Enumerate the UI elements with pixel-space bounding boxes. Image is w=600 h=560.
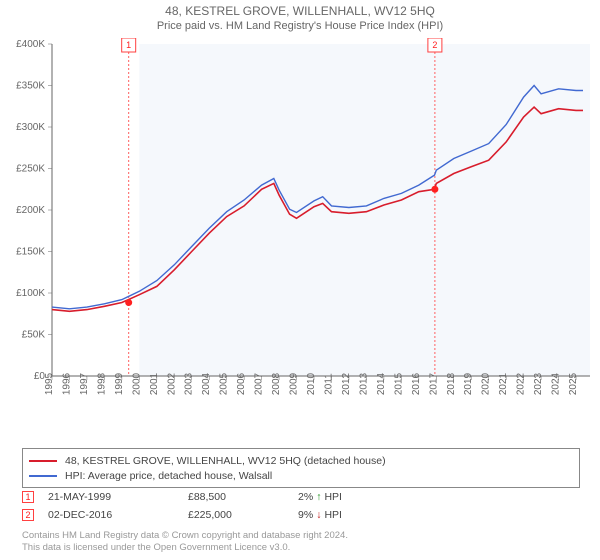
marker-flag-num: 2 (432, 40, 437, 50)
legend-label: HPI: Average price, detached house, Wals… (65, 470, 272, 482)
marker-flag-num: 1 (126, 40, 131, 50)
transaction-date: 21-MAY-1999 (48, 491, 188, 503)
chart-subtitle: Price paid vs. HM Land Registry's House … (0, 18, 600, 32)
marker-dot (431, 186, 438, 193)
arrow-up-icon: ↑ (316, 491, 321, 503)
legend: 48, KESTREL GROVE, WILLENHALL, WV12 5HQ … (22, 448, 580, 488)
legend-swatch (29, 475, 57, 477)
legend-item: HPI: Average price, detached house, Wals… (29, 468, 573, 483)
y-tick-label: £350K (16, 81, 45, 92)
plot-svg: £0£50K£100K£150K£200K£250K£300K£350K£400… (0, 38, 600, 438)
legend-label: 48, KESTREL GROVE, WILLENHALL, WV12 5HQ … (65, 455, 386, 467)
y-tick-label: £200K (16, 205, 45, 216)
plot-bg (139, 44, 590, 376)
transaction-price: £88,500 (188, 491, 298, 503)
y-tick-label: £300K (16, 122, 45, 133)
chart-title: 48, KESTREL GROVE, WILLENHALL, WV12 5HQ (0, 0, 600, 18)
legend-swatch (29, 460, 57, 462)
transaction-pct: 2% ↑HPI (298, 491, 358, 503)
transaction-number: 1 (22, 491, 34, 503)
transaction-date: 02-DEC-2016 (48, 509, 188, 521)
attribution-line2: This data is licensed under the Open Gov… (22, 542, 582, 554)
transactions-list: 1 21-MAY-1999£88,5002% ↑HPI 2 02-DEC-2016£2… (22, 488, 580, 524)
transaction-number: 2 (22, 509, 34, 521)
y-tick-label: £250K (16, 164, 45, 175)
marker-dot (125, 299, 132, 306)
y-tick-label: £50K (22, 330, 46, 341)
y-tick-label: £100K (16, 288, 45, 299)
arrow-down-icon: ↓ (316, 509, 321, 521)
y-tick-label: £400K (16, 39, 45, 50)
y-tick-label: £150K (16, 247, 45, 258)
transaction-row: 2 02-DEC-2016£225,0009% ↓HPI (22, 506, 580, 524)
legend-item: 48, KESTREL GROVE, WILLENHALL, WV12 5HQ … (29, 453, 573, 468)
transaction-pct: 9% ↓HPI (298, 509, 358, 521)
plot-area: £0£50K£100K£150K£200K£250K£300K£350K£400… (0, 38, 600, 438)
attribution: Contains HM Land Registry data © Crown c… (22, 530, 582, 554)
transaction-price: £225,000 (188, 509, 298, 521)
transaction-row: 1 21-MAY-1999£88,5002% ↑HPI (22, 488, 580, 506)
chart-container: 48, KESTREL GROVE, WILLENHALL, WV12 5HQ … (0, 0, 600, 560)
attribution-line1: Contains HM Land Registry data © Crown c… (22, 530, 582, 542)
